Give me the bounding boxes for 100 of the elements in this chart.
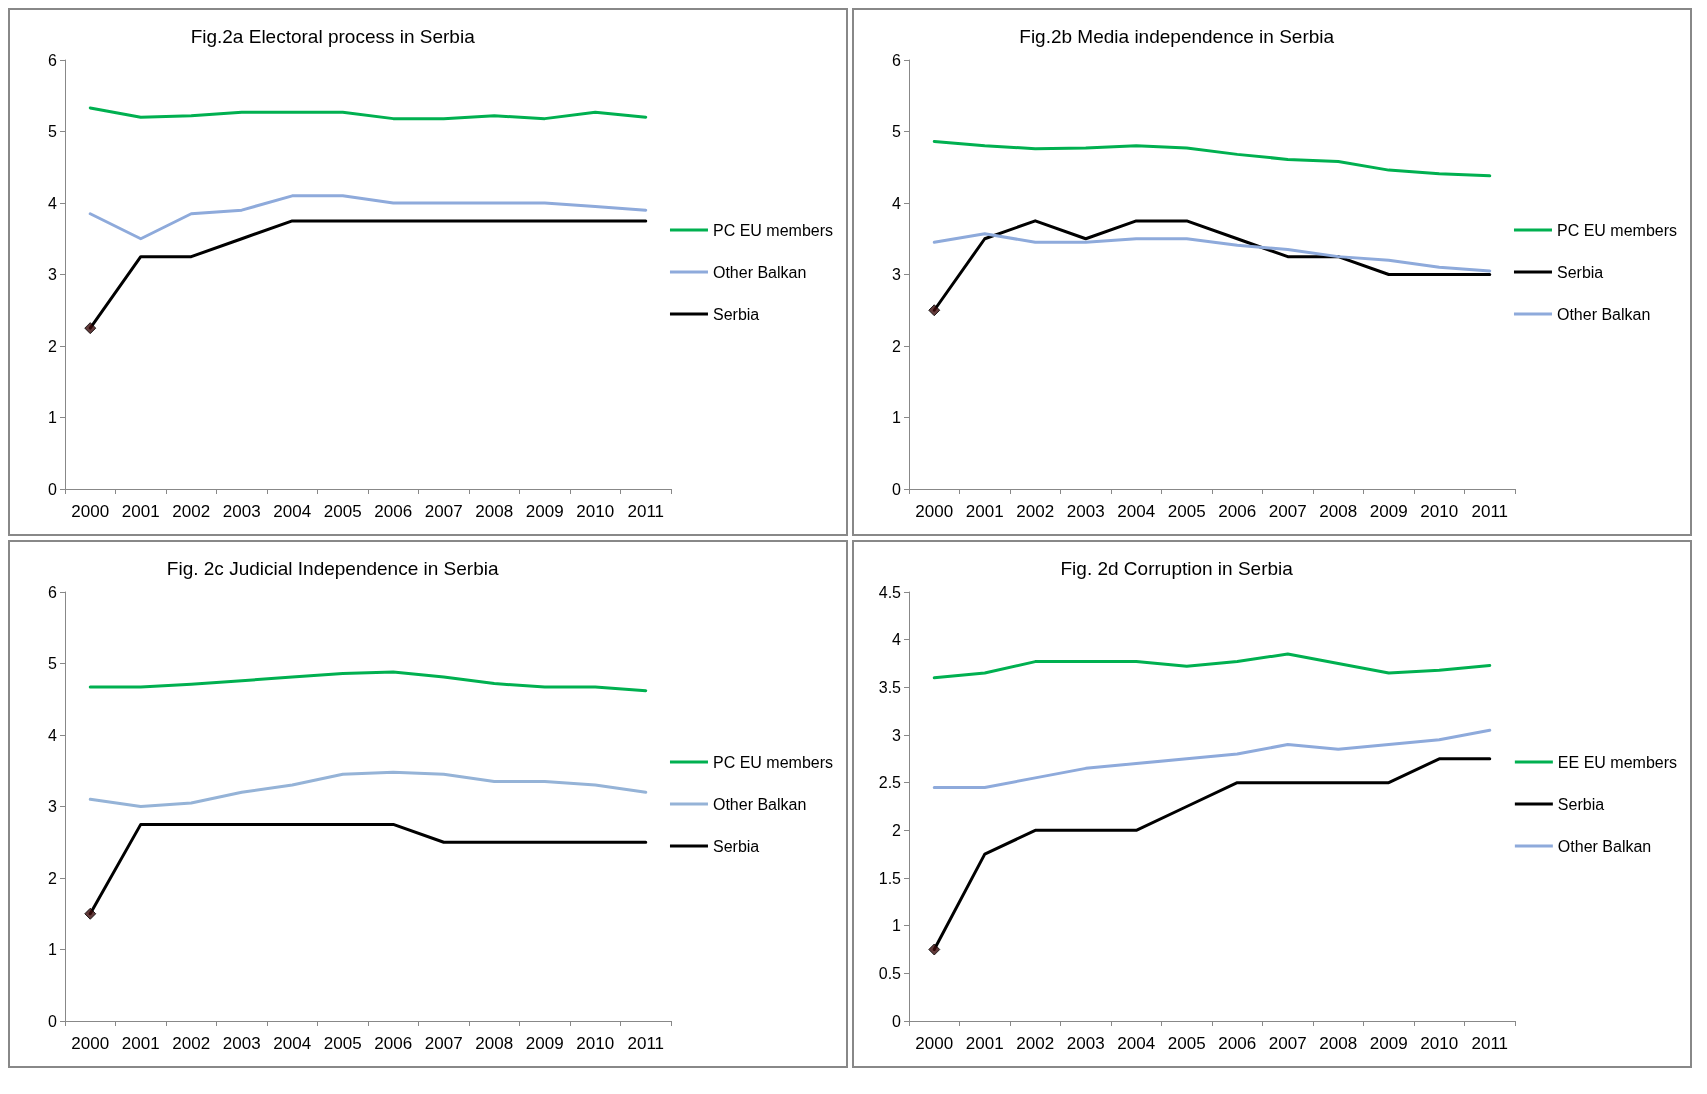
x-tick-label: 2001 [965, 502, 1004, 521]
y-tick-label: 6 [48, 583, 58, 601]
line-series [88, 106, 648, 121]
y-tick-label: 2 [48, 869, 58, 887]
x-tick-label: 2009 [525, 502, 564, 521]
x-tick-label: 2006 [374, 502, 413, 521]
legend-label: PC EU members [712, 753, 834, 771]
x-tick-label: 2008 [1319, 502, 1358, 521]
y-tick-label: 1 [892, 409, 902, 426]
x-tick-label: 2002 [172, 1034, 211, 1053]
y-tick-label: 5 [892, 123, 902, 140]
line-series [932, 140, 1492, 178]
y-tick-label: 3 [48, 798, 58, 815]
line-series [88, 194, 648, 241]
x-tick-label: 2001 [965, 1034, 1004, 1053]
legend-label: PC EU members [712, 221, 834, 239]
legend-label: Other Balkan [712, 263, 807, 281]
x-tick-label: 2006 [1218, 502, 1257, 521]
y-tick-label: 5 [48, 655, 58, 672]
y-tick-label: 3 [48, 266, 58, 283]
y-tick-label: 4 [892, 194, 902, 212]
y-tick-label: 0 [48, 1012, 58, 1030]
x-tick-label: 2007 [1268, 1034, 1307, 1053]
x-tick-label: 2001 [121, 1034, 160, 1053]
y-tick-label: 0 [892, 480, 902, 498]
x-tick-label: 2010 [576, 1034, 615, 1053]
x-tick-label: 2007 [1268, 502, 1307, 521]
y-tick-label: 6 [48, 51, 58, 69]
legend-label: Other Balkan [1557, 837, 1652, 855]
x-tick-label: 2008 [1319, 1034, 1358, 1053]
y-tick-label: 4 [892, 631, 902, 649]
x-tick-label: 2004 [1117, 502, 1156, 521]
x-tick-label: 2008 [475, 1034, 514, 1053]
y-tick-label: 2 [892, 821, 902, 839]
y-tick-label: 1 [48, 409, 58, 426]
y-tick-label: 3 [892, 266, 902, 283]
y-tick-label: 6 [892, 51, 902, 69]
chart-title: Fig. 2d Corruption in Serbia [1060, 558, 1294, 579]
x-tick-label: 2011 [627, 502, 665, 521]
y-tick-label: 3.5 [878, 678, 902, 696]
x-tick-label: 2008 [475, 502, 514, 521]
x-tick-label: 2001 [121, 502, 160, 521]
x-tick-label: 2009 [525, 1034, 564, 1053]
y-tick-label: 1.5 [878, 869, 902, 887]
y-tick-label: 5 [48, 123, 58, 140]
x-tick-label: 2003 [1066, 1034, 1105, 1053]
x-tick-label: 2010 [1420, 502, 1459, 521]
y-tick-label: 1 [48, 941, 58, 958]
x-tick-label: 2010 [1420, 1034, 1459, 1053]
x-tick-label: 2002 [1016, 502, 1055, 521]
y-tick-label: 2 [892, 337, 902, 355]
legend-label: PC EU members [1556, 221, 1678, 239]
x-tick-label: 2011 [1471, 1034, 1509, 1053]
x-tick-label: 2009 [1369, 1034, 1408, 1053]
x-tick-label: 2007 [424, 1034, 463, 1053]
legend-label: Other Balkan [712, 795, 807, 813]
x-tick-label: 2004 [273, 502, 312, 521]
x-tick-label: 2003 [222, 1034, 261, 1053]
x-tick-label: 2000 [71, 502, 110, 521]
x-tick-label: 2007 [424, 502, 463, 521]
x-tick-label: 2005 [323, 502, 362, 521]
chart-title: Fig.2b Media independence in Serbia [1019, 26, 1335, 47]
x-tick-label: 2006 [374, 1034, 413, 1053]
x-tick-label: 2002 [1016, 1034, 1055, 1053]
x-tick-label: 2003 [222, 502, 261, 521]
x-tick-label: 2000 [915, 1034, 954, 1053]
x-tick-label: 2009 [1369, 502, 1408, 521]
y-tick-label: 4 [48, 726, 58, 744]
x-tick-label: 2011 [627, 1034, 665, 1053]
legend-label: Serbia [712, 305, 760, 323]
y-tick-label: 2.5 [878, 774, 902, 792]
legend-label: Serbia [712, 837, 760, 855]
x-tick-label: 2004 [1117, 1034, 1156, 1053]
y-tick-label: 3 [892, 726, 902, 744]
legend-label: Serbia [1556, 263, 1604, 281]
x-tick-label: 2004 [273, 1034, 312, 1053]
x-tick-label: 2003 [1066, 502, 1105, 521]
y-tick-label: 1 [892, 917, 902, 935]
x-tick-label: 2005 [323, 1034, 362, 1053]
x-tick-label: 2011 [1471, 502, 1509, 521]
y-tick-label: 2 [48, 337, 58, 355]
line-series [88, 670, 648, 693]
chart-title: Fig.2a Electoral process in Serbia [190, 26, 476, 47]
y-tick-label: 0 [48, 480, 58, 498]
x-tick-label: 2006 [1218, 1034, 1257, 1053]
legend-label: Other Balkan [1556, 305, 1651, 323]
x-tick-label: 2000 [71, 1034, 110, 1053]
x-tick-label: 2005 [1167, 1034, 1206, 1053]
chart-title: Fig. 2c Judicial Independence in Serbia [166, 558, 499, 579]
legend-label: Serbia [1557, 795, 1605, 813]
y-tick-label: 4 [48, 194, 58, 212]
y-tick-label: 4.5 [878, 583, 902, 601]
line-series [88, 770, 648, 808]
x-tick-label: 2002 [172, 502, 211, 521]
y-tick-label: 0.5 [878, 964, 902, 982]
line-series [932, 232, 1492, 273]
line-series [932, 652, 1492, 680]
legend-label: EE EU members [1557, 753, 1677, 771]
y-tick-label: 0 [892, 1012, 902, 1030]
x-tick-label: 2005 [1167, 502, 1206, 521]
